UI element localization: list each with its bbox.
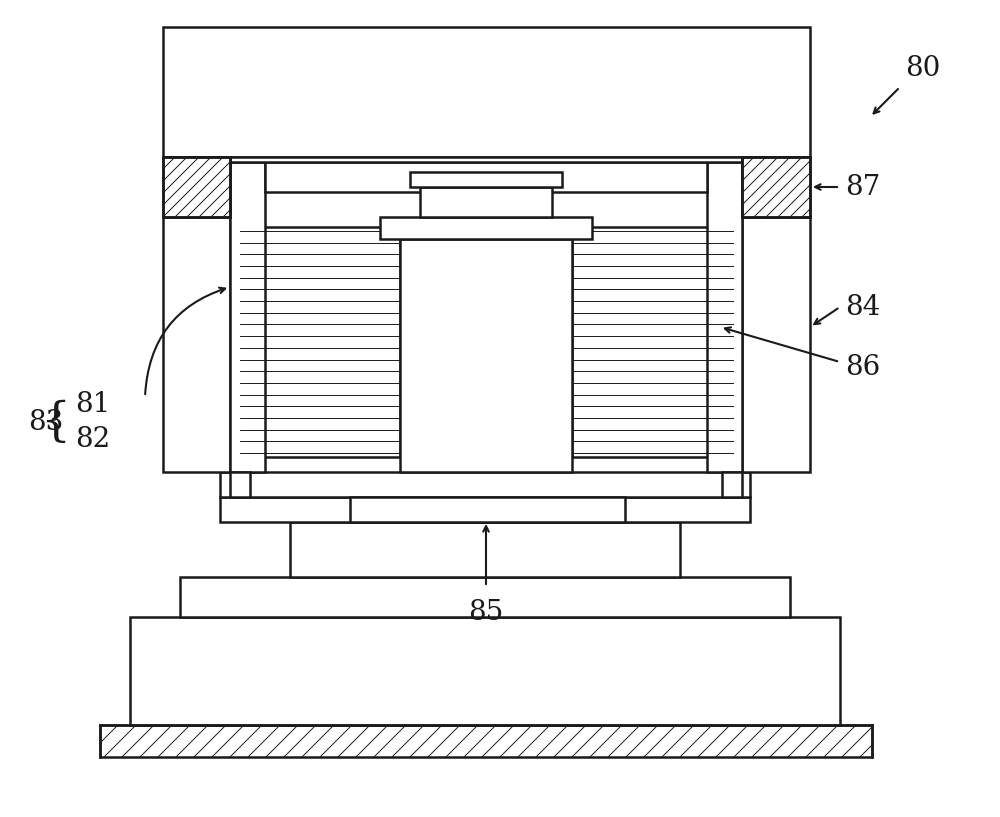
Bar	[163, 157, 230, 217]
Text: 80: 80	[905, 55, 940, 82]
Bar	[400, 239, 572, 472]
Bar	[130, 617, 840, 725]
Bar	[742, 157, 810, 217]
Bar	[380, 217, 592, 239]
Bar	[230, 472, 250, 497]
Bar	[240, 227, 400, 457]
Text: 84: 84	[845, 293, 880, 320]
Bar	[722, 472, 742, 497]
Text: 83: 83	[28, 408, 63, 435]
Bar	[290, 522, 680, 577]
Text: {: {	[40, 400, 70, 444]
Text: 86: 86	[845, 354, 880, 381]
Bar	[230, 162, 265, 472]
Bar	[572, 227, 733, 457]
Bar	[420, 187, 552, 217]
Bar	[410, 172, 562, 187]
Bar	[163, 157, 230, 217]
Bar	[100, 725, 872, 757]
Bar	[163, 217, 230, 472]
Bar	[350, 497, 625, 522]
Bar	[180, 577, 790, 617]
Text: 82: 82	[75, 426, 110, 453]
Bar	[230, 157, 742, 162]
Bar	[220, 497, 750, 522]
Text: 81: 81	[75, 391, 110, 417]
Bar	[220, 472, 750, 497]
Bar	[707, 162, 742, 472]
Bar	[742, 217, 810, 472]
Bar	[742, 157, 810, 217]
Text: 87: 87	[845, 173, 880, 200]
Bar	[265, 162, 707, 192]
Text: 85: 85	[468, 599, 504, 626]
Bar	[163, 27, 810, 157]
